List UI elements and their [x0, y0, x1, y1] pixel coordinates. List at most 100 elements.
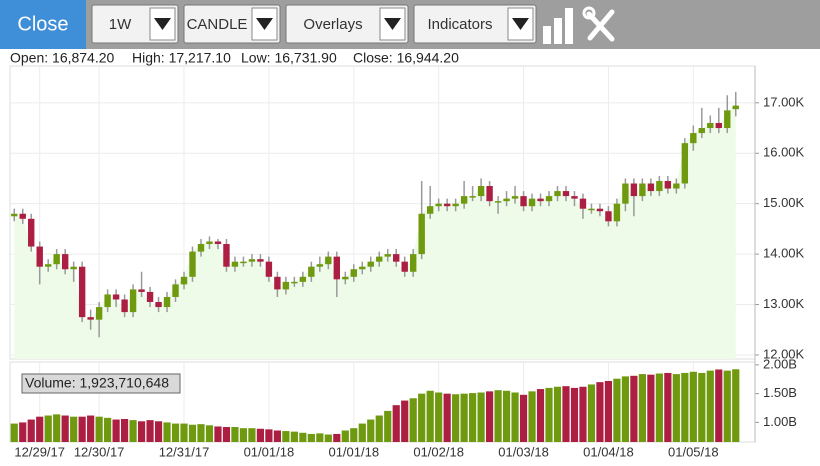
- tools-icon[interactable]: [582, 6, 615, 42]
- candle-body: [36, 246, 43, 267]
- candle-body: [435, 203, 442, 207]
- candle-body: [28, 218, 35, 247]
- volume-bar: [231, 427, 239, 442]
- volume-bar: [477, 392, 485, 442]
- overlays-button[interactable]: [285, 4, 409, 44]
- candle-body: [384, 254, 391, 257]
- y-tick-label: 17.00K: [763, 94, 805, 109]
- x-tick-label: 12/29/17: [14, 444, 65, 459]
- volume-bar: [732, 369, 740, 442]
- candle-body: [282, 281, 290, 290]
- volume-bar: [485, 391, 494, 442]
- candle-body: [579, 198, 587, 209]
- volume-label: Volume: 1,923,710,648: [25, 375, 169, 391]
- candle-body: [367, 261, 374, 267]
- volume-bar: [664, 372, 672, 442]
- candle-body: [78, 266, 86, 318]
- candle-body: [104, 294, 111, 308]
- candle-body: [647, 183, 655, 192]
- volume-bar: [299, 432, 307, 442]
- candle-body: [342, 276, 349, 280]
- candle-body: [452, 203, 459, 207]
- volume-bar: [536, 389, 545, 442]
- candle-body: [129, 289, 137, 313]
- candle-body: [61, 254, 69, 270]
- candle-body: [299, 276, 307, 282]
- x-tick-label: 01/04/18: [583, 444, 634, 459]
- volume-bar: [715, 369, 723, 442]
- candle-body: [639, 183, 646, 197]
- candle-body: [325, 256, 332, 265]
- volume-bar: [61, 415, 69, 442]
- volume-bar: [239, 428, 248, 442]
- candle-body: [520, 196, 527, 207]
- candle-body: [44, 264, 52, 267]
- volume-bar: [265, 429, 273, 442]
- volume-bar: [392, 405, 400, 442]
- indicators-button[interactable]: [413, 4, 537, 44]
- volume-bar: [511, 392, 519, 442]
- volume-bar: [197, 424, 205, 442]
- candle-body: [494, 201, 502, 203]
- candle-body: [393, 254, 400, 262]
- candle-body: [401, 261, 408, 272]
- volume-bar: [53, 414, 61, 442]
- dropdown-arrow: [512, 18, 529, 30]
- candle-body: [486, 186, 493, 202]
- volume-bar: [469, 393, 477, 442]
- candle-body: [690, 133, 697, 144]
- info-high: High: 17,217.10: [132, 50, 231, 66]
- volume-bar: [367, 419, 375, 442]
- volume-bar: [146, 420, 154, 442]
- volume-bar: [307, 433, 315, 442]
- candle-body: [180, 276, 188, 285]
- volume-bar: [689, 371, 697, 442]
- volume-bar: [494, 390, 502, 442]
- candle-body: [248, 259, 256, 262]
- volume-bar: [180, 423, 188, 442]
- bar-chart-icon[interactable]: [543, 8, 573, 44]
- x-tick-label: 01/02/18: [413, 444, 464, 459]
- candle-body: [376, 256, 383, 262]
- volume-tick-label: 1.50B: [763, 385, 797, 400]
- volume-bar: [95, 416, 103, 442]
- candle-body: [673, 183, 680, 189]
- volume-bar: [10, 423, 18, 442]
- candle-body: [571, 196, 578, 199]
- volume-bar: [460, 393, 468, 442]
- info-open: Open: 16,874.20: [10, 50, 115, 66]
- x-tick-label: 12/30/17: [74, 444, 125, 459]
- candle-body: [613, 203, 621, 222]
- close-button[interactable]: [0, 0, 86, 49]
- volume-bar: [698, 372, 706, 442]
- candle-body: [189, 251, 196, 277]
- y-tick-label: 16.00K: [763, 145, 805, 160]
- volume-bar: [443, 393, 451, 442]
- y-tick-label: 14.00K: [763, 246, 805, 261]
- volume-bar: [630, 375, 638, 442]
- volume-bar: [358, 423, 366, 442]
- candle-body: [588, 208, 595, 211]
- volume-bar: [104, 417, 112, 442]
- candle-body: [308, 266, 315, 277]
- volume-bar: [562, 386, 570, 442]
- close-area: [14, 105, 736, 360]
- y-tick-label: 13.00K: [763, 296, 805, 311]
- volume-bar: [316, 433, 324, 442]
- candle-body: [206, 241, 213, 245]
- volume-bar: [256, 428, 265, 442]
- volume-bar: [723, 370, 731, 442]
- volume-bar: [418, 393, 426, 442]
- candle-body: [146, 291, 154, 303]
- volume-bar: [655, 373, 663, 442]
- candle-body: [409, 254, 417, 272]
- volume-bar: [129, 420, 137, 442]
- candle-body: [528, 198, 536, 207]
- volume-bar: [570, 387, 579, 442]
- candle-body: [359, 266, 366, 270]
- overlays-label: Overlays: [303, 16, 362, 33]
- info-low: Low: 16,731.90: [241, 50, 337, 66]
- volume-bar: [19, 422, 27, 442]
- candle-body: [537, 198, 544, 202]
